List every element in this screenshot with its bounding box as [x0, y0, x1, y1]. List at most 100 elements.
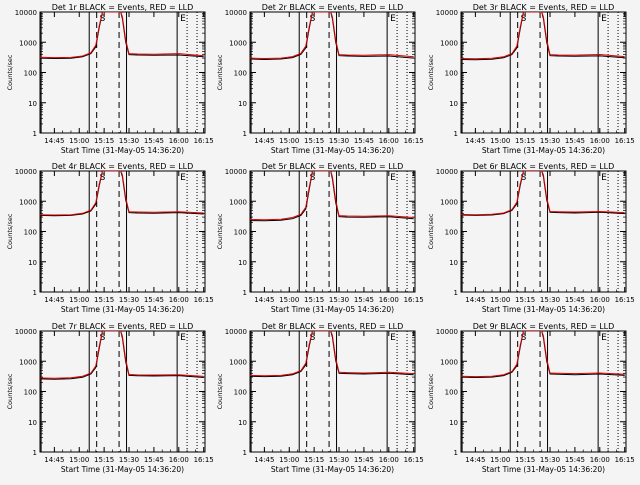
x-tick-label: 14:45	[465, 456, 485, 464]
marker-label: E	[390, 173, 396, 183]
y-tick-label: 100	[445, 70, 458, 78]
x-tick-label: 15:00	[69, 296, 89, 304]
panel-title: Det 7r BLACK = Events, RED = LLD	[52, 322, 194, 331]
x-tick-label: 16:15	[615, 296, 635, 304]
detector-panel-4: Det 4r BLACK = Events, RED = LLD 1 10 100 10…	[6, 162, 214, 314]
x-tick-label: 15:15	[94, 296, 114, 304]
x-tick-label: 16:00	[169, 296, 189, 304]
plot-frame	[39, 11, 206, 134]
x-tick-label: 15:30	[329, 456, 349, 464]
marker-label: E	[601, 333, 607, 343]
x-tick-label: 15:30	[119, 296, 139, 304]
x-tick-label: 15:15	[304, 456, 324, 464]
marker-label: E	[390, 14, 396, 24]
x-tick-label: 14:45	[465, 137, 485, 145]
y-tick-label: 1	[33, 289, 37, 297]
y-tick-label: 10	[28, 100, 37, 108]
marker-label: S	[100, 333, 106, 343]
y-axis-label: Counts/sec	[427, 213, 435, 249]
x-axis-label: Start Time (31-May-05 14:36:20)	[482, 146, 605, 155]
x-tick-label: 15:45	[565, 456, 585, 464]
y-tick-label: 10	[238, 419, 247, 427]
x-tick-label: 15:30	[540, 456, 560, 464]
y-tick-label: 1	[454, 289, 458, 297]
y-tick-label: 10	[238, 100, 247, 108]
marker-label: S	[310, 14, 316, 24]
x-tick-label: 16:00	[169, 137, 189, 145]
x-tick-label: 16:15	[194, 456, 214, 464]
y-tick-label: 10	[28, 419, 37, 427]
x-tick-label: 14:45	[44, 137, 64, 145]
x-tick-label: 16:15	[615, 456, 635, 464]
marker-label: E	[180, 333, 186, 343]
y-tick-label: 10	[238, 259, 247, 267]
y-tick-label: 100	[24, 389, 37, 397]
detector-panel-8: Det 8r BLACK = Events, RED = LLD 1 10 100 10…	[216, 322, 424, 474]
x-axis-label: Start Time (31-May-05 14:36:20)	[482, 305, 605, 314]
panel-title: Det 1r BLACK = Events, RED = LLD	[52, 3, 194, 12]
y-tick-label: 10000	[436, 9, 458, 17]
events-series-line	[250, 171, 414, 222]
y-tick-label: 10000	[225, 328, 247, 336]
x-tick-label: 15:00	[490, 456, 510, 464]
plot-frame	[460, 170, 627, 293]
marker-label: S	[521, 333, 527, 343]
y-axis-label: Counts/sec	[427, 54, 435, 90]
x-tick-label: 16:15	[194, 137, 214, 145]
y-tick-label: 100	[234, 229, 247, 237]
y-axis-label: Counts/sec	[216, 213, 224, 249]
plot-frame	[249, 170, 416, 293]
lld-series-line	[40, 12, 204, 59]
panel-title: Det 8r BLACK = Events, RED = LLD	[262, 322, 404, 331]
y-tick-label: 1000	[229, 198, 247, 206]
x-tick-label: 15:00	[279, 137, 299, 145]
y-tick-label: 10000	[436, 168, 458, 176]
x-tick-label: 16:00	[379, 137, 399, 145]
y-tick-label: 1	[33, 130, 37, 138]
detector-panel-1: Det 1r BLACK = Events, RED = LLD 1 10 100 10…	[6, 3, 214, 155]
y-axis-label: Counts/sec	[216, 54, 224, 90]
y-tick-label: 100	[234, 70, 247, 78]
detector-panel-3: Det 3r BLACK = Events, RED = LLD 1 10 100 10…	[427, 3, 635, 155]
y-tick-label: 1	[33, 449, 37, 457]
x-tick-label: 15:15	[515, 137, 535, 145]
lld-series-line	[461, 171, 625, 216]
x-tick-label: 14:45	[465, 296, 485, 304]
marker-label: E	[601, 173, 607, 183]
lld-series-line	[250, 331, 414, 377]
y-tick-label: 10	[28, 259, 37, 267]
y-tick-label: 100	[24, 70, 37, 78]
marker-label: E	[180, 173, 186, 183]
marker-label: S	[100, 173, 106, 183]
x-tick-label: 15:00	[279, 456, 299, 464]
x-tick-label: 15:30	[119, 456, 139, 464]
x-axis-label: Start Time (31-May-05 14:36:20)	[271, 146, 394, 155]
events-series-line	[40, 12, 204, 60]
x-axis-label: Start Time (31-May-05 14:36:20)	[61, 146, 184, 155]
x-tick-label: 15:15	[94, 456, 114, 464]
lld-series-line	[461, 331, 625, 378]
plot-frame	[39, 330, 206, 453]
events-series-line	[40, 171, 204, 217]
y-tick-label: 10	[449, 419, 458, 427]
plot-frame	[249, 330, 416, 453]
y-tick-label: 1	[454, 130, 458, 138]
y-tick-label: 10000	[225, 9, 247, 17]
marker-label: S	[310, 173, 316, 183]
panel-title: Det 9r BLACK = Events, RED = LLD	[473, 322, 615, 331]
x-tick-label: 15:15	[94, 137, 114, 145]
x-tick-label: 15:30	[540, 137, 560, 145]
marker-label: S	[521, 173, 527, 183]
x-tick-label: 16:15	[404, 456, 424, 464]
detector-panel-5: Det 5r BLACK = Events, RED = LLD 1 10 100 10…	[216, 162, 424, 314]
x-axis-label: Start Time (31-May-05 14:36:20)	[482, 465, 605, 474]
detector-panel-9: Det 9r BLACK = Events, RED = LLD 1 10 100 10…	[427, 322, 635, 474]
x-tick-label: 14:45	[44, 296, 64, 304]
y-tick-label: 1	[243, 130, 247, 138]
x-tick-label: 15:45	[144, 296, 164, 304]
events-series-line	[250, 331, 414, 378]
x-tick-label: 15:15	[515, 456, 535, 464]
lld-series-line	[250, 171, 414, 221]
